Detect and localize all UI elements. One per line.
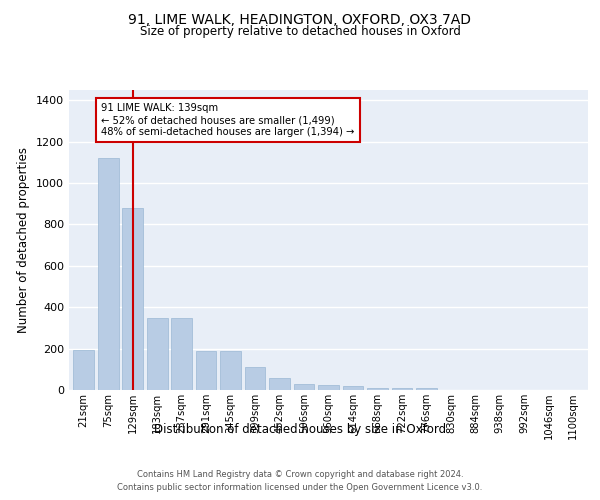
Bar [220, 350, 241, 390]
Bar [293, 384, 314, 390]
Text: Size of property relative to detached houses in Oxford: Size of property relative to detached ho… [140, 25, 460, 38]
Bar [171, 318, 192, 390]
Bar [343, 386, 364, 390]
Bar [416, 388, 437, 390]
Bar [367, 388, 388, 390]
Bar [73, 350, 94, 390]
Bar [269, 378, 290, 390]
Y-axis label: Number of detached properties: Number of detached properties [17, 147, 31, 333]
Bar [122, 208, 143, 390]
Text: 91 LIME WALK: 139sqm
← 52% of detached houses are smaller (1,499)
48% of semi-de: 91 LIME WALK: 139sqm ← 52% of detached h… [101, 104, 355, 136]
Bar [147, 318, 167, 390]
Bar [196, 350, 217, 390]
Text: Contains HM Land Registry data © Crown copyright and database right 2024.: Contains HM Land Registry data © Crown c… [137, 470, 463, 479]
Bar [98, 158, 119, 390]
Bar [392, 388, 412, 390]
Text: Contains public sector information licensed under the Open Government Licence v3: Contains public sector information licen… [118, 482, 482, 492]
Bar [245, 367, 265, 390]
Bar [318, 386, 339, 390]
Text: Distribution of detached houses by size in Oxford: Distribution of detached houses by size … [154, 422, 446, 436]
Text: 91, LIME WALK, HEADINGTON, OXFORD, OX3 7AD: 91, LIME WALK, HEADINGTON, OXFORD, OX3 7… [128, 12, 472, 26]
